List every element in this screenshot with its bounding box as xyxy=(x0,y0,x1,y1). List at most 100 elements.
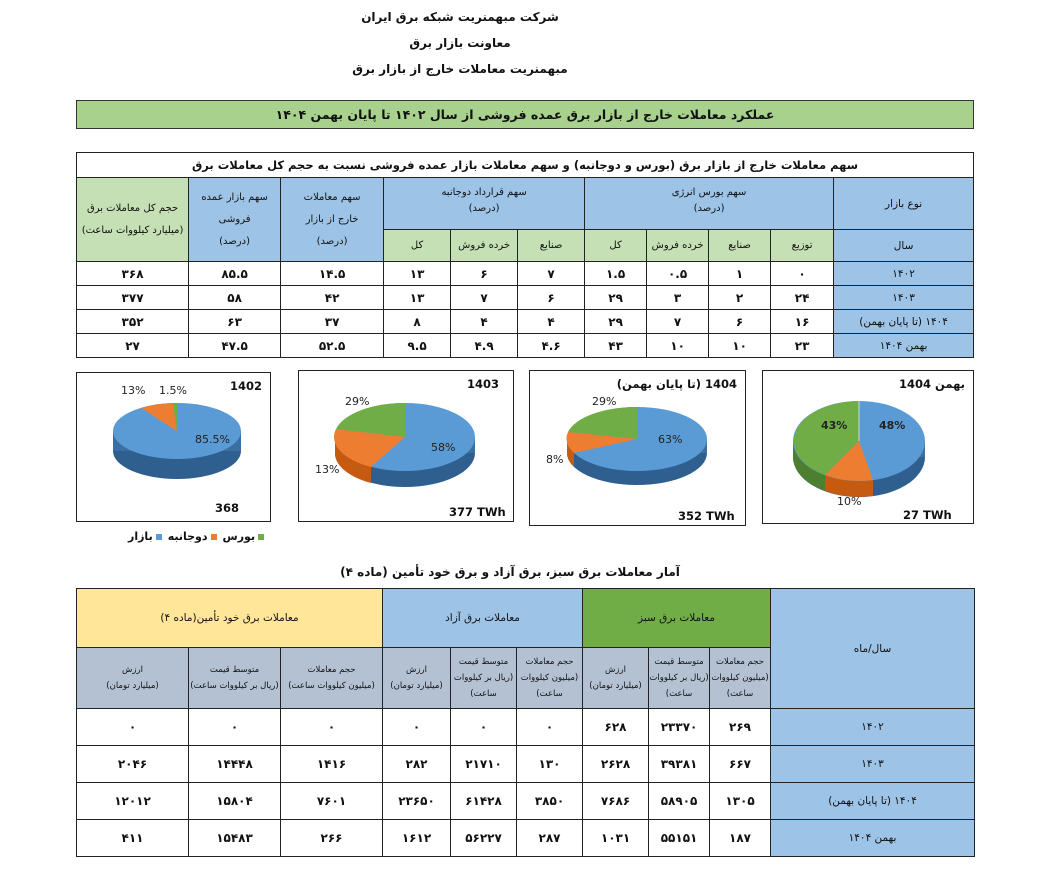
chart-1403-market-label: 58% xyxy=(431,441,456,454)
cell: ۵۸ xyxy=(188,285,282,310)
label: ارزش xyxy=(605,665,626,675)
cell: ۱۶۱۲ xyxy=(382,819,452,857)
header-free-volume: حجم معاملات (میلیون کیلووات ساعت) xyxy=(516,647,584,709)
row-year: ۱۴۰۲ xyxy=(833,261,975,286)
cell: ۲۳۶۵۰ xyxy=(382,782,452,820)
cell: ۵۲.۵ xyxy=(280,333,385,358)
label: (ریال بر کیلووات ساعت) xyxy=(649,673,709,699)
header-self-volume: حجم معاملات (میلیون کیلووات ساعت) xyxy=(280,647,384,709)
chart-bahman-exchange-label: 43% xyxy=(821,419,848,432)
cell: ۱۰ xyxy=(646,333,710,358)
chart-1404-market-label: 63% xyxy=(658,433,683,446)
label: حجم معاملات xyxy=(716,657,765,667)
wholesale-label-3: (درصد) xyxy=(219,235,250,247)
table-row: ۱۴۰۳ ۶۶۷ ۳۹۳۸۱ ۲۶۲۸ ۱۳۰ ۲۱۷۱۰ ۲۸۲ ۱۴۱۶ ۱… xyxy=(75,745,976,783)
cell: ۹.۵ xyxy=(383,333,452,358)
cell: ۱۶ xyxy=(770,309,835,334)
header-self-price: متوسط قیمت (ریال بر کیلووات ساعت) xyxy=(188,647,282,709)
header-ex-total: کل xyxy=(584,229,648,262)
green-free-self-supply-table: سال/ماه معاملات برق سبز معاملات برق آزاد… xyxy=(75,588,976,857)
header-ex-industries: صنایع xyxy=(708,229,772,262)
header-bi-industries: صنایع xyxy=(517,229,586,262)
chart-bahman-bilateral-label: 10% xyxy=(837,495,862,508)
header-wholesale-share: سهم بازار عمده فروشی (درصد) xyxy=(188,177,282,262)
cell: ۲ xyxy=(708,285,772,310)
label: (میلیون کیلووات ساعت) xyxy=(520,673,579,699)
legend-item-bilateral: دوجانبه xyxy=(168,530,217,543)
row-year: بهمن ۱۴۰۴ xyxy=(770,819,976,857)
label: (میلیارد تومان) xyxy=(589,681,642,691)
header-self-supply: معاملات برق خود تأمین(ماده ۴) xyxy=(75,588,384,648)
header-ex-distribution: توزیع xyxy=(770,229,835,262)
volume-label-1: حجم کل معاملات برق xyxy=(86,202,179,214)
cell: ۴۲ xyxy=(280,285,385,310)
pie-chart-1403: 1403 29% 13% 58% 377 TWh xyxy=(298,370,514,522)
row-year: ۱۴۰۳ xyxy=(833,285,975,310)
cell: ۷ xyxy=(450,285,519,310)
cell: ۷۶۰۱ xyxy=(280,782,384,820)
row-year: ۱۴۰۴ (تا پایان بهمن) xyxy=(833,309,975,334)
chart-1403-title: 1403 xyxy=(466,377,499,391)
row-year: ۱۴۰۴ (تا پایان بهمن) xyxy=(770,782,976,820)
cell: ۲۰۴۶ xyxy=(75,745,190,783)
label: (ریال بر کیلووات ساعت) xyxy=(190,681,279,691)
cell: ۵۸۹۰۵ xyxy=(648,782,711,820)
cell: ۰ xyxy=(382,708,452,746)
header-exchange-group: سهم بورس انرژی (درصد) xyxy=(584,177,835,230)
label: (ریال بر کیلووات ساعت) xyxy=(453,673,514,699)
org-title: شرکت مبهمنریت شبکه برق ایران xyxy=(361,10,559,24)
label: حجم معاملات xyxy=(307,665,356,675)
cell: ۲۱۷۱۰ xyxy=(450,745,518,783)
header-bi-retail: خرده فروش xyxy=(450,229,519,262)
legend-item-exchange: بورس xyxy=(223,530,265,543)
cell: ۰ xyxy=(280,708,384,746)
cell: ۱۴.۵ xyxy=(280,261,385,286)
table1-caption: سهم معاملات خارج از بازار برق (بورس و دو… xyxy=(75,152,975,178)
cell: ۵۵۱۵۱ xyxy=(648,819,711,857)
offmarket-label-3: (درصد) xyxy=(316,235,348,247)
header-ex-retail: خرده فروش xyxy=(646,229,710,262)
pie-1402-graphic xyxy=(113,402,241,479)
table-row: ۱۴۰۲ ۰ ۱ ۰.۵ ۱.۵ ۷ ۶ ۱۳ ۱۴.۵ ۸۵.۵ ۳۶۸ xyxy=(75,261,975,286)
cell: ۴۳ xyxy=(584,333,648,358)
chart-1404-total: 352 TWh xyxy=(678,509,735,523)
chart-1402-bilateral-label: 13% xyxy=(121,384,146,397)
label: (میلیارد تومان) xyxy=(390,681,443,691)
table-row: بهمن ۱۴۰۴ ۱۸۷ ۵۵۱۵۱ ۱۰۳۱ ۲۸۷ ۵۶۲۲۷ ۱۶۱۲ … xyxy=(75,819,976,857)
label: (میلیون کیلووات ساعت) xyxy=(288,681,375,691)
cell: ۱۴۴۴۸ xyxy=(188,745,282,783)
cell: ۱۳۰ xyxy=(516,745,584,783)
exchange-group-label: سهم بورس انرژی xyxy=(671,187,747,198)
cell: ۸۵.۵ xyxy=(188,261,282,286)
chart-1402-total: 368 xyxy=(215,501,240,515)
offmarket-label-2: خارج از بازار xyxy=(305,213,359,225)
header-year: سال xyxy=(833,229,975,262)
header-green-volume: حجم معاملات (میلیون کیلووات ساعت) xyxy=(709,647,772,709)
division-title: مبهمنریت معاملات خارج از بازار برق xyxy=(352,62,568,76)
chart-bahman-total: 27 TWh xyxy=(903,508,952,522)
cell: ۷ xyxy=(517,261,586,286)
cell: ۱۴۱۶ xyxy=(280,745,384,783)
chart-1403-bilateral-label: 13% xyxy=(315,463,340,476)
legend-exchange-label: بورس xyxy=(222,530,256,543)
chart-1403-total: 377 TWh xyxy=(449,505,506,519)
header-free-price: متوسط قیمت (ریال بر کیلووات ساعت) xyxy=(450,647,518,709)
table-row: ۱۴۰۴ (تا پایان بهمن) ۱۳۰۵ ۵۸۹۰۵ ۷۶۸۶ ۳۸۵… xyxy=(75,782,976,820)
cell: ۱۳ xyxy=(383,261,452,286)
cell: ۲۶۲۸ xyxy=(582,745,650,783)
cell: ۱۳۰۵ xyxy=(709,782,772,820)
header-total-volume: حجم کل معاملات برق (میلیارد کیلووات ساعت… xyxy=(75,177,190,262)
legend-bilateral-label: دوجانبه xyxy=(167,530,208,543)
cell: ۴.۶ xyxy=(517,333,586,358)
cell: ۲۳۳۷۰ xyxy=(648,708,711,746)
pie-chart-bahman-1404: بهمن 1404 43% 48% 10% 27 TWh xyxy=(762,370,974,524)
cell: ۱۳ xyxy=(383,285,452,310)
header-green-power: معاملات برق سبز xyxy=(582,588,772,648)
cell: ۲۶۶ xyxy=(280,819,384,857)
cell: ۰ xyxy=(770,261,835,286)
header-bi-total: کل xyxy=(383,229,452,262)
cell: ۴ xyxy=(517,309,586,334)
cell: ۱۵۴۸۳ xyxy=(188,819,282,857)
cell: ۱ xyxy=(708,261,772,286)
cell: ۱۵۸۰۴ xyxy=(188,782,282,820)
